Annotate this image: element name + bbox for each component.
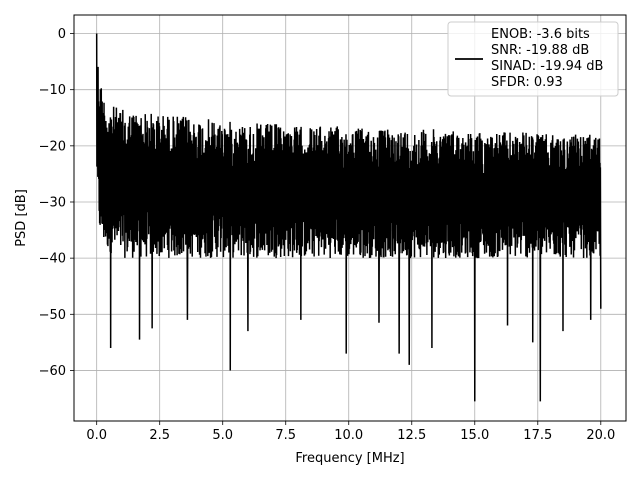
y-tick-label: −40	[39, 252, 66, 267]
x-tick-label: 20.0	[586, 428, 615, 443]
y-axis: 0 −10 −20 −30 −40 −50 −60	[39, 27, 74, 379]
x-tick-label: 10.0	[334, 428, 363, 443]
legend-line: SNR: -19.88 dB	[491, 43, 589, 58]
y-axis-label: PSD [dB]	[14, 189, 29, 247]
x-axis-label: Frequency [MHz]	[295, 451, 404, 466]
legend: ENOB: -3.6 bits SNR: -19.88 dB SINAD: -19.…	[447, 21, 619, 97]
y-tick-label: −10	[39, 83, 66, 98]
psd-series-line	[95, 33, 602, 402]
x-tick-label: 12.5	[397, 428, 426, 443]
legend-box	[447, 21, 619, 97]
x-tick-label: 17.5	[523, 428, 552, 443]
y-tick-label: −50	[39, 308, 66, 323]
x-tick-label: 5.0	[212, 428, 233, 443]
x-tick-label: 15.0	[460, 428, 489, 443]
y-tick-label: −60	[39, 364, 66, 379]
legend-line: SINAD: -19.94 dB	[491, 59, 603, 74]
legend-entry: ENOB: -3.6 bits SNR: -19.88 dB SINAD: -19.…	[491, 27, 603, 90]
plot-frame	[73, 14, 627, 422]
x-tick-label: 7.5	[275, 428, 296, 443]
legend-line: ENOB: -3.6 bits	[491, 27, 590, 42]
legend-line: SFDR: 0.93	[491, 75, 563, 90]
y-tick-label: −20	[39, 139, 66, 154]
y-tick-label: −30	[39, 195, 66, 210]
x-tick-label: 2.5	[149, 428, 170, 443]
x-tick-label: 0.0	[86, 428, 107, 443]
y-tick-label: 0	[58, 27, 66, 42]
x-axis: 0.0 2.5 5.0 7.5 10.0 12.5 15.0 17.5 20.0	[86, 421, 615, 443]
series-area	[95, 33, 602, 402]
